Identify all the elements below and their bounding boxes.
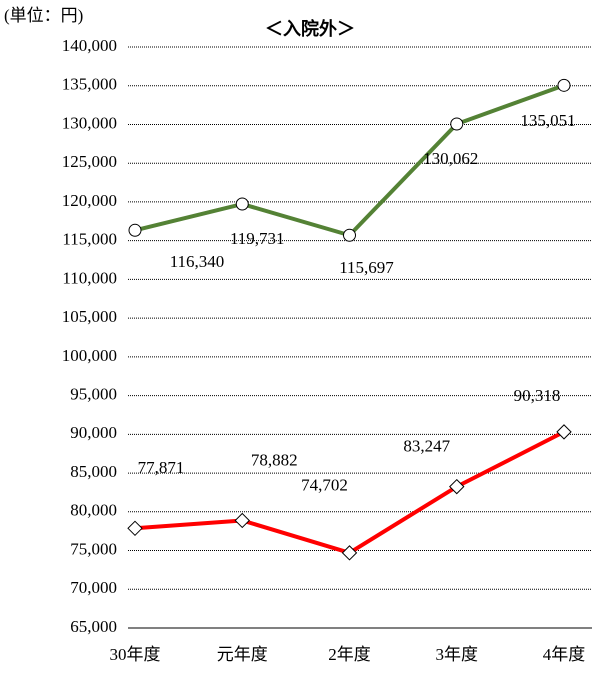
y-tick-label: 80,000 [70,501,117,520]
marker [343,228,356,242]
y-tick-label: 90,000 [70,423,117,442]
data-label: 77,871 [138,458,185,477]
y-tick-label: 85,000 [70,462,117,481]
y-tick-label: 75,000 [70,539,117,558]
y-tick-label: 115,000 [62,230,117,249]
y-tick-label: 120,000 [62,191,117,210]
marker [450,117,464,131]
y-tick-label: 100,000 [62,346,117,365]
data-label: 135,051 [520,111,575,130]
x-tick-label: 3年度 [436,645,479,664]
chart-title: ＜入院外＞ [265,18,355,40]
y-tick-label: 110,000 [62,268,117,287]
series-line [134,430,565,555]
y-tick-label: 125,000 [62,152,117,171]
data-label: 115,697 [339,258,394,277]
marker [128,223,142,237]
data-label: 83,247 [403,437,450,456]
y-tick-label: 130,000 [62,113,117,132]
marker [556,424,572,440]
data-label: 119,731 [230,229,285,248]
y-tick-label: 140,000 [62,36,117,55]
series-line [134,83,565,238]
marker [341,545,358,561]
y-tick-label: 95,000 [70,385,117,404]
marker [449,478,465,495]
x-tick-label: 4年度 [543,645,586,664]
y-tick-label: 65,000 [70,617,117,636]
y-tick-label: 70,000 [70,578,117,597]
y-tick-label: 135,000 [62,75,117,94]
marker [557,78,571,92]
data-label: 78,882 [251,450,298,469]
marker [234,512,250,529]
data-label: 130,062 [423,149,478,168]
data-label: 90,318 [514,386,561,405]
y-tick-label: 105,000 [62,307,117,326]
marker [235,197,249,211]
unit-label: (単位：円) [4,6,83,25]
x-tick-label: 元年度 [217,645,268,664]
x-tick-label: 30年度 [110,645,161,664]
data-label: 74,702 [301,476,348,495]
x-tick-label: 2年度 [328,645,371,664]
marker [127,520,143,537]
data-label: 116,340 [170,252,225,271]
